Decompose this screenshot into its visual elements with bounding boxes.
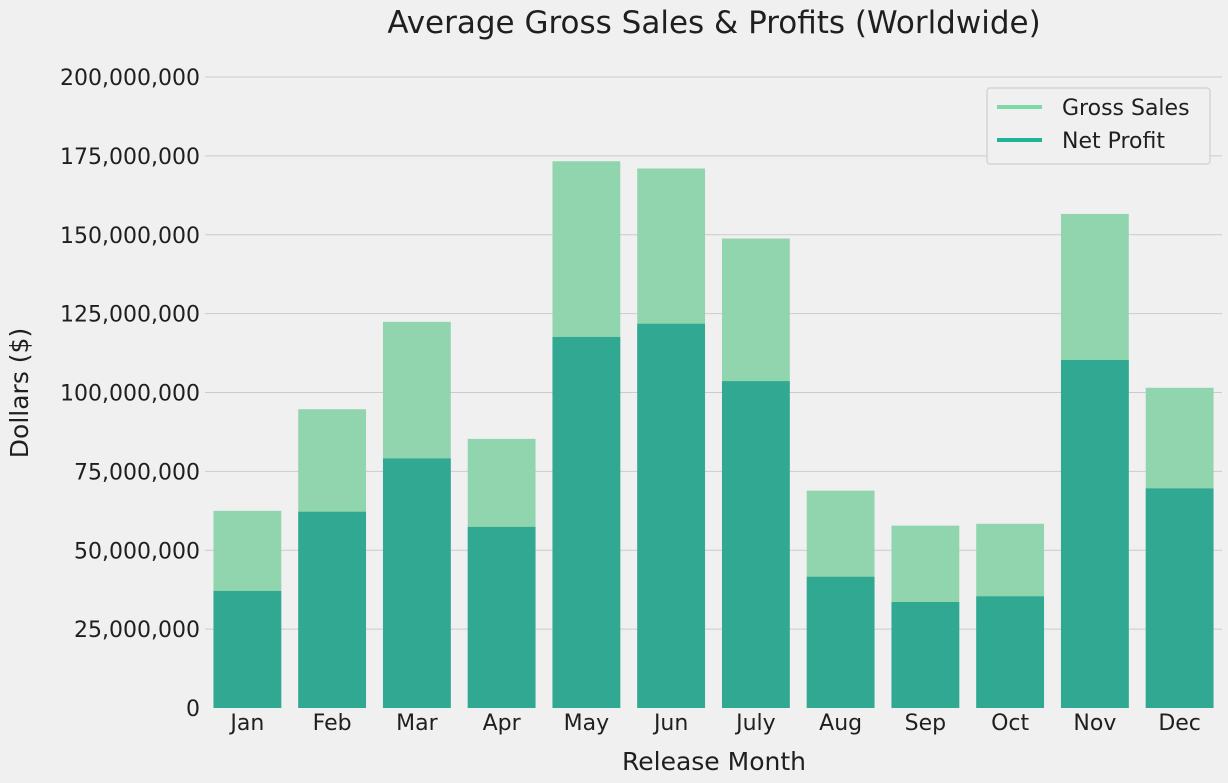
- x-tick-label: Apr: [483, 711, 522, 736]
- y-axis-label: Dollars ($): [5, 328, 34, 458]
- legend-label-gross-sales: Gross Sales: [1062, 96, 1190, 121]
- legend-box: [986, 87, 1211, 165]
- bar-net-profit-mar: [382, 458, 451, 708]
- x-tick-label: July: [734, 711, 776, 736]
- y-tick-label: 0: [186, 697, 200, 722]
- x-tick-label: Sep: [905, 711, 946, 736]
- y-tick-label: 175,000,000: [60, 145, 200, 170]
- bar-net-profit-dec: [1145, 488, 1214, 708]
- x-axis-label: Release Month: [622, 747, 806, 776]
- bar-net-profit-jun: [637, 323, 706, 708]
- bars: [213, 161, 1214, 708]
- bar-net-profit-apr: [467, 526, 536, 708]
- y-tick-label: 200,000,000: [60, 66, 200, 91]
- legend-label-net-profit: Net Profit: [1062, 129, 1165, 154]
- x-tick-label: Mar: [396, 711, 438, 736]
- y-tick-label: 75,000,000: [74, 460, 200, 485]
- bar-net-profit-may: [552, 336, 621, 708]
- y-tick-label: 50,000,000: [74, 539, 200, 564]
- bar-net-profit-nov: [1060, 360, 1129, 708]
- bar-net-profit-feb: [298, 511, 367, 708]
- y-tick-label: 25,000,000: [74, 618, 200, 643]
- x-tick-label: Jun: [652, 711, 688, 736]
- x-tick-label: Nov: [1073, 711, 1116, 736]
- x-axis-ticks: Jan Feb Mar Apr May Jun July Aug Sep Oct Nov Dec: [228, 711, 1201, 736]
- bar-net-profit-sep: [891, 601, 960, 708]
- bar-net-profit-oct: [976, 596, 1045, 708]
- y-axis-ticks: 0 25,000,000 50,000,000 75,000,000 100,000,0…: [60, 66, 200, 722]
- y-tick-label: 125,000,000: [60, 303, 200, 328]
- legend: Gross Sales Net Profit: [986, 87, 1211, 165]
- chart-title: Average Gross Sales & Profits (Worldwide…: [387, 5, 1040, 41]
- x-tick-label: Aug: [819, 711, 862, 736]
- x-tick-label: Feb: [313, 711, 352, 736]
- gridlines: [205, 76, 1222, 630]
- bar-net-profit-jan: [213, 590, 282, 708]
- x-tick-label: Dec: [1158, 711, 1201, 736]
- bar-net-profit-july: [721, 381, 790, 708]
- y-tick-label: 100,000,000: [60, 382, 200, 407]
- bar-net-profit-aug: [806, 576, 875, 708]
- x-tick-label: Oct: [991, 711, 1029, 736]
- x-tick-label: May: [564, 711, 609, 736]
- x-tick-label: Jan: [228, 711, 264, 736]
- y-tick-label: 150,000,000: [60, 224, 200, 249]
